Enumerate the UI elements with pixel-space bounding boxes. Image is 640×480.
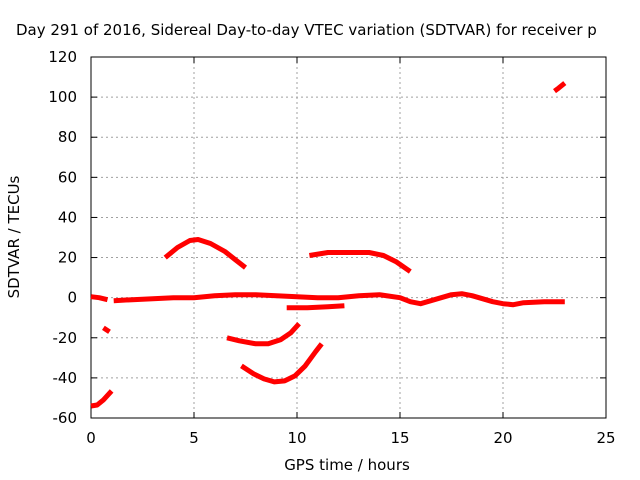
series-arc-8 bbox=[286, 303, 345, 311]
series-arc-4 bbox=[113, 291, 565, 308]
series-arc-5 bbox=[163, 237, 248, 270]
y-axis-label: SDTVAR / TECUs bbox=[5, 175, 23, 298]
series-arc-7 bbox=[240, 342, 324, 385]
y-tick-label: 100 bbox=[48, 88, 77, 106]
x-axis-label: GPS time / hours bbox=[284, 456, 410, 474]
y-tick-label: 120 bbox=[48, 48, 77, 66]
series-arc-6 bbox=[226, 322, 301, 347]
y-tick-label: 20 bbox=[58, 249, 77, 267]
series-arc-9 bbox=[308, 250, 412, 274]
series-arc-3 bbox=[90, 294, 109, 303]
axis-ticks: 0 5 10 15 20 25 -60 -40 -20 0 20 40 60 80 100 120 bbox=[48, 48, 615, 447]
x-tick-label: 15 bbox=[390, 429, 409, 447]
plot-frame bbox=[90, 56, 607, 419]
series-arc-2 bbox=[102, 325, 111, 334]
x-tick-label: 0 bbox=[86, 429, 96, 447]
x-tick-label: 10 bbox=[287, 429, 306, 447]
chart-title: Day 291 of 2016, Sidereal Day-to-day VTE… bbox=[16, 21, 597, 39]
y-tick-label: 60 bbox=[58, 168, 77, 186]
y-tick-label: 80 bbox=[58, 128, 77, 146]
y-tick-label: 40 bbox=[58, 208, 77, 226]
x-tick-label: 25 bbox=[596, 429, 615, 447]
series-arc-1 bbox=[90, 389, 114, 409]
y-tick-label: -20 bbox=[53, 329, 78, 347]
series-arc-10 bbox=[553, 81, 567, 94]
grid-lines bbox=[91, 57, 606, 418]
y-tick-label: -40 bbox=[53, 369, 78, 387]
data-series bbox=[90, 81, 567, 409]
x-tick-label: 5 bbox=[189, 429, 199, 447]
y-tick-label: 0 bbox=[67, 289, 77, 307]
x-tick-label: 20 bbox=[493, 429, 512, 447]
y-tick-label: -60 bbox=[53, 409, 78, 427]
